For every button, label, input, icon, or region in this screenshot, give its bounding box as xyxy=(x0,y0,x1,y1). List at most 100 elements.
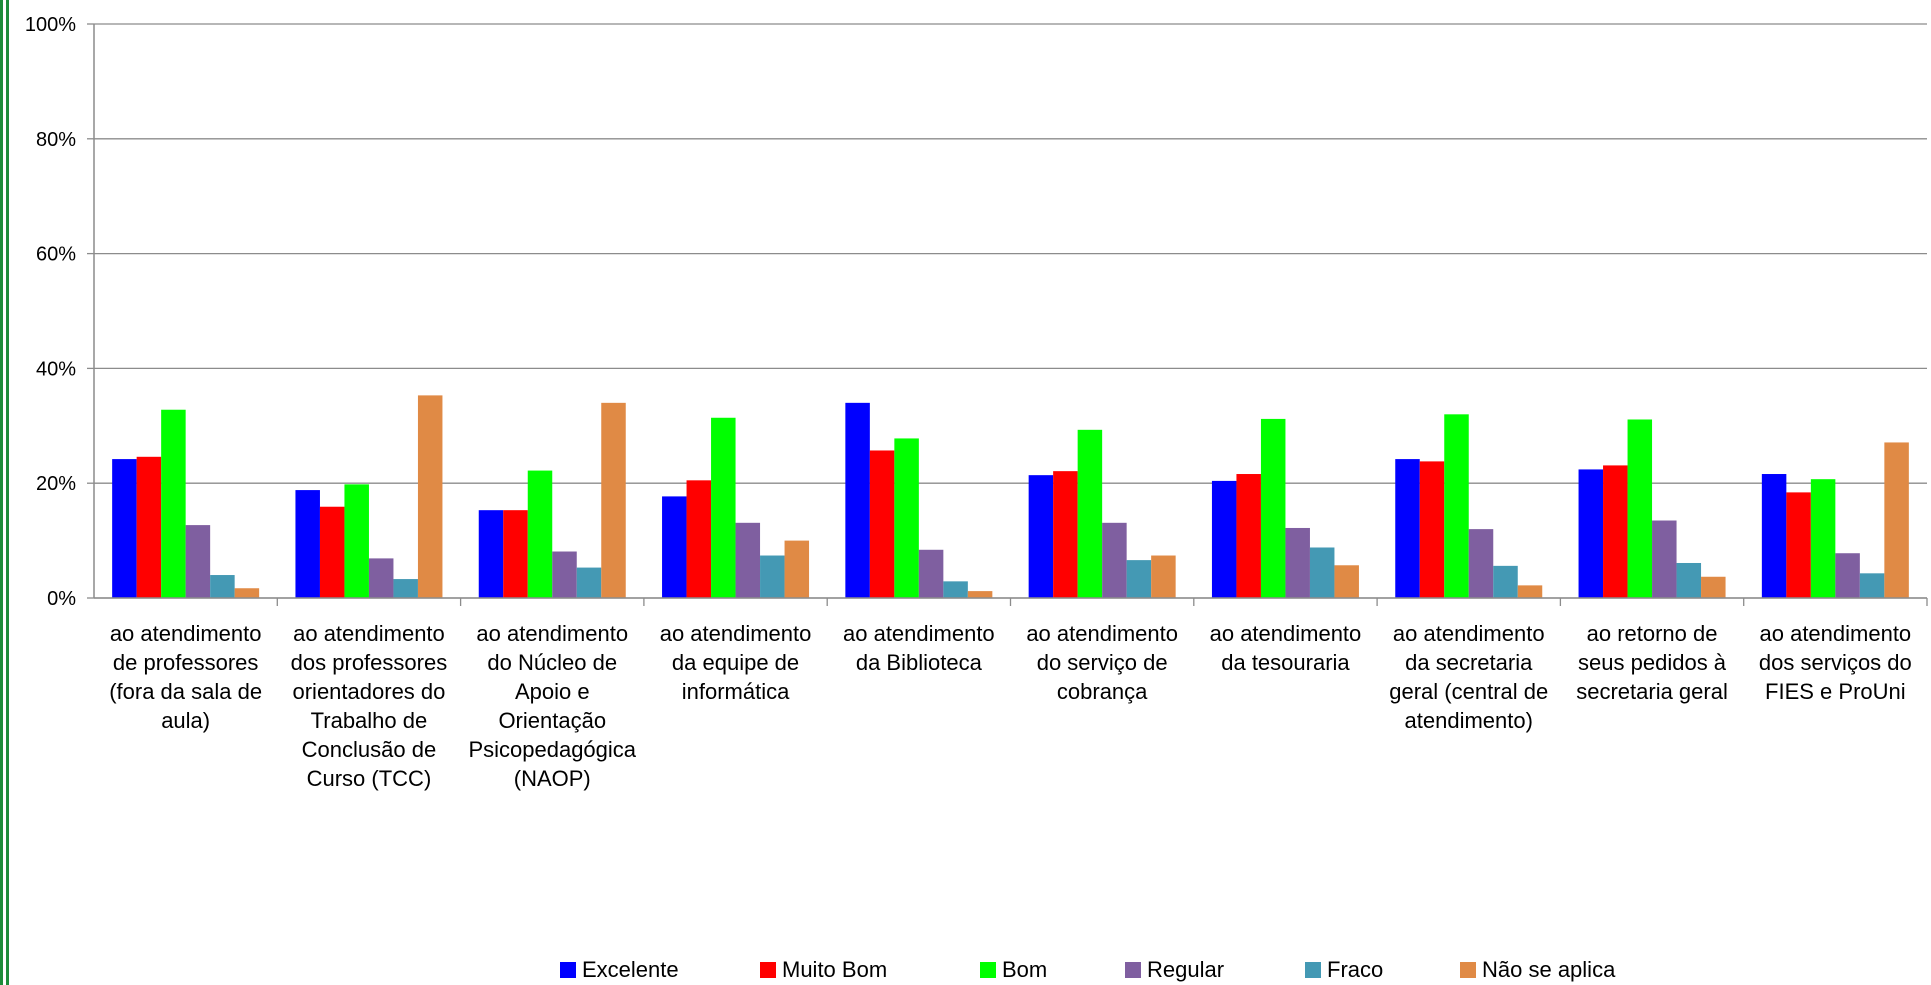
bar xyxy=(735,522,761,598)
legend-item: Não se aplica xyxy=(1460,957,1616,982)
bar xyxy=(210,575,235,598)
y-tick-label: 60% xyxy=(36,244,76,266)
bar xyxy=(1701,576,1726,598)
legend: Excelente Muito Bom Bom Regular Fraco Não se … xyxy=(560,957,1616,982)
bar xyxy=(662,496,687,598)
bar xyxy=(1126,560,1152,598)
x-tick-label: ao atendimento do Núcleo de Apoio e Orienta… xyxy=(468,621,636,791)
x-tick-label: ao retorno de seus pedidos à secretaria ge… xyxy=(1576,621,1728,704)
bar xyxy=(136,456,162,598)
bar xyxy=(686,480,712,598)
legend-label: Não se aplica xyxy=(1482,957,1616,982)
bar xyxy=(1761,474,1787,598)
x-tick-label: ao atendimento dos professores orientadore… xyxy=(291,621,448,791)
legend-label: Fraco xyxy=(1327,957,1383,982)
bar xyxy=(161,409,186,598)
legend-swatch xyxy=(980,962,996,978)
legend-item: Muito Bom xyxy=(760,957,887,982)
bar xyxy=(1884,442,1909,598)
legend-label: Bom xyxy=(1002,957,1047,982)
x-tick-label: ao atendimento de professores (fora da sal… xyxy=(109,621,262,733)
x-tick-label: ao atendimento da equipe de informática xyxy=(660,621,812,704)
x-tick-label: ao atendimento da tesouraria xyxy=(1210,621,1362,675)
bar xyxy=(552,551,577,598)
bar xyxy=(185,525,211,598)
bar xyxy=(295,490,320,598)
bar xyxy=(1285,527,1310,598)
bar xyxy=(234,588,260,598)
bar xyxy=(1102,522,1127,598)
bar xyxy=(711,417,736,598)
bar xyxy=(1151,555,1176,598)
bar xyxy=(1859,573,1885,598)
bar xyxy=(576,567,602,598)
bar xyxy=(1395,459,1420,598)
x-tick-label: ao atendimento do serviço de cobrança xyxy=(1026,621,1178,704)
bar xyxy=(344,484,369,598)
legend-label: Excelente xyxy=(582,957,679,982)
bar xyxy=(1211,480,1237,598)
bar xyxy=(319,506,345,598)
bar xyxy=(1676,562,1702,598)
bar xyxy=(784,540,810,598)
bar xyxy=(1652,520,1677,598)
bar xyxy=(1444,414,1469,598)
bar xyxy=(918,549,944,598)
bar xyxy=(503,510,528,598)
bar xyxy=(1419,461,1445,598)
bar xyxy=(943,581,968,598)
y-tick-label: 0% xyxy=(47,588,76,610)
legend-swatch xyxy=(760,962,776,978)
legend-swatch xyxy=(560,962,576,978)
bar xyxy=(869,450,895,598)
y-tick-label: 40% xyxy=(36,358,76,380)
bar xyxy=(368,558,394,598)
bar xyxy=(1260,418,1286,598)
page-border xyxy=(0,0,9,985)
bar xyxy=(1578,469,1604,598)
legend-item: Excelente xyxy=(560,957,679,982)
x-tick-label: ao atendimento da Biblioteca xyxy=(843,621,995,675)
legend-label: Regular xyxy=(1147,957,1224,982)
bar xyxy=(1786,492,1811,598)
legend-swatch xyxy=(1125,962,1141,978)
bar xyxy=(417,395,443,598)
bars xyxy=(112,395,1909,598)
bar xyxy=(1309,547,1335,598)
bar xyxy=(1236,474,1261,598)
bar xyxy=(845,402,870,598)
bar xyxy=(967,591,993,598)
bar xyxy=(478,510,504,598)
bar xyxy=(1517,585,1543,598)
y-tick-label: 20% xyxy=(36,473,76,495)
legend-swatch xyxy=(1305,962,1321,978)
bar xyxy=(527,470,553,598)
bar xyxy=(1493,565,1518,598)
bar xyxy=(601,402,626,598)
legend-swatch xyxy=(1460,962,1476,978)
y-axis: 0% 20% 40% 60% 80% 100% xyxy=(25,14,95,610)
y-tick-label: 100% xyxy=(25,14,76,36)
legend-item: Regular xyxy=(1125,957,1224,982)
bar xyxy=(1810,479,1836,598)
bar xyxy=(894,438,919,598)
legend-item: Fraco xyxy=(1305,957,1383,982)
legend-label: Muito Bom xyxy=(782,957,887,982)
bar xyxy=(1835,553,1860,598)
x-tick-label: ao atendimento da secretaria geral (centra… xyxy=(1389,621,1548,733)
bar xyxy=(112,459,137,598)
bar xyxy=(393,579,418,598)
bar xyxy=(1053,471,1078,598)
bar xyxy=(1077,429,1103,598)
bar xyxy=(1627,419,1653,598)
bar xyxy=(1334,565,1359,598)
bar xyxy=(1603,465,1628,598)
y-tick-label: 80% xyxy=(36,129,76,151)
x-axis: ao atendimento de professores (fora da sal… xyxy=(94,597,1928,791)
bar xyxy=(1028,475,1054,598)
bar xyxy=(760,555,785,598)
x-tick-label: ao atendimento dos serviços do FIES e ProU… xyxy=(1759,621,1912,704)
legend-item: Bom xyxy=(980,957,1047,982)
bar xyxy=(1468,529,1494,598)
